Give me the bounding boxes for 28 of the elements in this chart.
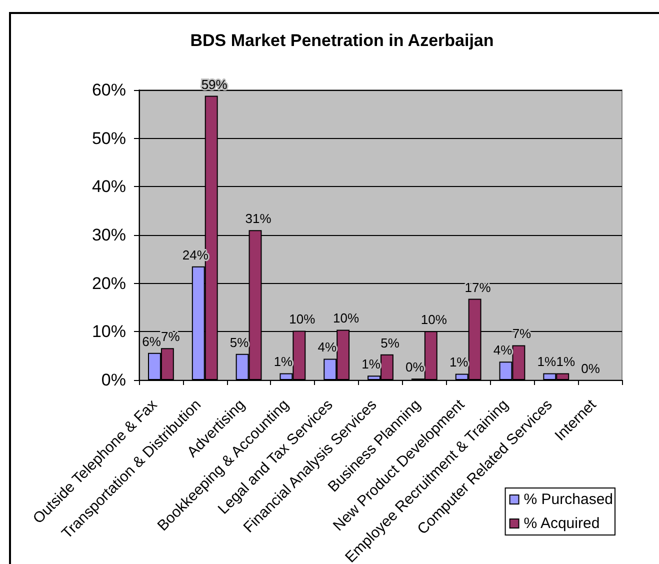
data-label: 5% bbox=[380, 335, 400, 350]
y-tick-label: 30% bbox=[92, 226, 126, 244]
data-label: 1% bbox=[537, 354, 556, 370]
data-label: 31% bbox=[245, 211, 272, 226]
y-tick-label: 0% bbox=[101, 370, 126, 390]
data-label: 0% bbox=[406, 360, 425, 375]
data-label: 4% bbox=[493, 342, 513, 358]
data-label: 1% bbox=[449, 354, 469, 370]
data-label: 4% bbox=[318, 340, 337, 355]
data-label: 59% bbox=[201, 76, 228, 92]
legend-label: % Acquired bbox=[524, 515, 600, 532]
data-label: 5% bbox=[230, 334, 250, 350]
data-label: 1% bbox=[362, 356, 381, 372]
data-label: 0% bbox=[581, 361, 600, 376]
legend-label: % Purchased bbox=[524, 491, 613, 508]
data-label: 10% bbox=[333, 310, 360, 326]
data-label: 10% bbox=[289, 312, 316, 327]
chart-title: BDS Market Penetration in Azerbaijan bbox=[190, 31, 494, 50]
y-tick-label: 60% bbox=[92, 80, 126, 100]
y-tick-label: 10% bbox=[92, 322, 126, 342]
y-tick-label: 40% bbox=[92, 177, 126, 196]
data-label: 6% bbox=[142, 334, 162, 349]
data-label: 1% bbox=[556, 354, 576, 370]
y-tick-label: 50% bbox=[92, 128, 126, 148]
data-label: 10% bbox=[420, 312, 448, 328]
data-label: 7% bbox=[161, 329, 180, 344]
data-label: 1% bbox=[274, 354, 294, 370]
y-tick-label: 20% bbox=[92, 274, 126, 293]
